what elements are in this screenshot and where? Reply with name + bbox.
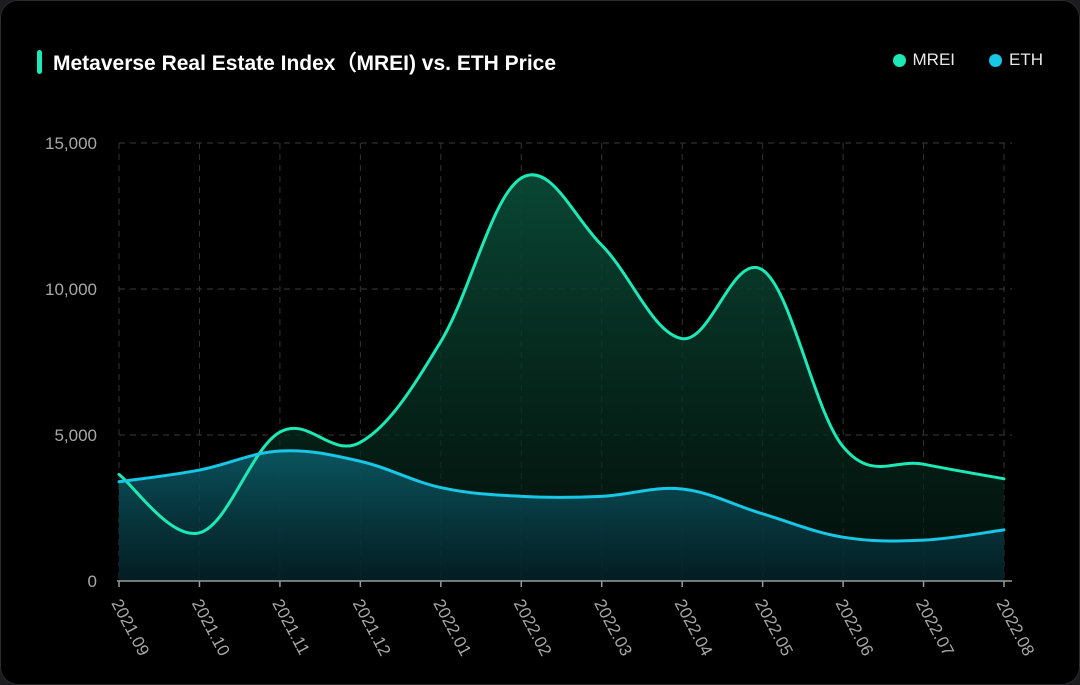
data-point-mrei-8 xyxy=(760,267,766,273)
data-point-eth-3 xyxy=(357,458,363,464)
data-point-mrei-9 xyxy=(840,444,846,450)
data-point-eth-1 xyxy=(196,467,202,473)
y-tick-label-1: 5,000 xyxy=(54,426,97,445)
y-tick-label-0: 0 xyxy=(88,572,97,591)
data-point-mrei-1 xyxy=(196,530,202,536)
x-tick-label-11: 2022.08 xyxy=(992,596,1038,659)
data-point-mrei-2 xyxy=(277,429,283,435)
x-tick-label-10: 2022.07 xyxy=(912,596,958,659)
data-point-eth-5 xyxy=(518,493,524,499)
legend-dot-mrei-icon xyxy=(892,53,906,67)
data-point-eth-7 xyxy=(679,486,685,492)
x-tick-label-9: 2022.06 xyxy=(832,596,878,659)
chart-header: Metaverse Real Estate Index（MREI) vs. ET… xyxy=(37,47,556,77)
data-point-eth-8 xyxy=(760,511,766,517)
data-point-eth-0 xyxy=(116,479,122,485)
x-tick-label-3: 2021.12 xyxy=(349,596,395,659)
x-tick-label-7: 2022.04 xyxy=(671,596,717,659)
area-layer xyxy=(119,174,1004,581)
x-tick-label-8: 2022.05 xyxy=(751,596,797,659)
chart-title: Metaverse Real Estate Index（MREI) vs. ET… xyxy=(53,52,557,75)
data-point-mrei-7 xyxy=(679,336,685,342)
data-point-mrei-10 xyxy=(921,461,927,467)
data-point-eth-6 xyxy=(599,493,605,499)
data-point-mrei-0 xyxy=(116,471,122,477)
data-point-eth-9 xyxy=(840,534,846,540)
line-layer xyxy=(116,173,1007,543)
x-tick-label-4: 2022.01 xyxy=(429,596,475,659)
x-tick-label-1: 2021.10 xyxy=(188,596,234,659)
chart-legend: MREI ETH xyxy=(859,50,1043,70)
legend-item-eth[interactable]: ETH xyxy=(989,50,1043,70)
area-eth xyxy=(119,450,1004,581)
x-tick-label-0: 2021.09 xyxy=(107,596,153,659)
x-tick-label-5: 2022.02 xyxy=(510,596,556,659)
data-point-mrei-6 xyxy=(599,242,605,248)
data-point-eth-10 xyxy=(921,537,927,543)
legend-label-mrei: MREI xyxy=(912,50,956,69)
title-accent-bar xyxy=(37,50,42,74)
x-tick-label-6: 2022.03 xyxy=(590,596,636,659)
data-point-mrei-5 xyxy=(518,175,524,181)
legend-item-mrei[interactable]: MREI xyxy=(892,50,956,70)
y-tick-label-2: 10,000 xyxy=(45,280,97,299)
legend-label-eth: ETH xyxy=(1009,50,1043,69)
x-tick-label-2: 2021.11 xyxy=(268,596,313,658)
series-line-eth xyxy=(117,449,1006,543)
data-point-mrei-11 xyxy=(1001,476,1007,482)
data-point-eth-4 xyxy=(438,485,444,491)
data-point-mrei-3 xyxy=(357,439,363,445)
data-point-mrei-4 xyxy=(438,339,444,345)
legend-dot-eth-icon xyxy=(989,53,1002,67)
y-tick-label-3: 15,000 xyxy=(45,134,97,153)
data-point-eth-11 xyxy=(1001,527,1007,533)
series-line-mrei xyxy=(117,173,1006,535)
data-point-eth-2 xyxy=(277,448,283,454)
